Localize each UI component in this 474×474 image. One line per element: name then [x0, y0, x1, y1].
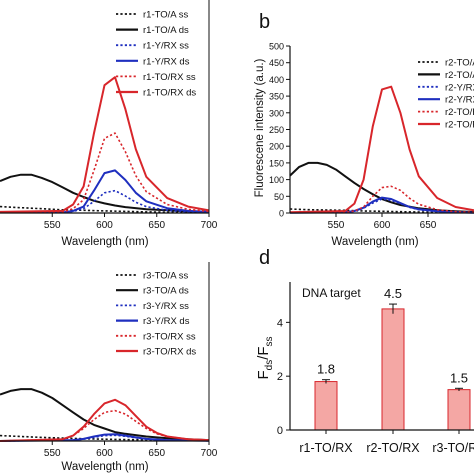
panel-b-legend-label: r2-TO/R — [445, 107, 474, 118]
panel-a-series-line-5 — [0, 132, 210, 214]
panel-b-series-line-5 — [289, 185, 474, 214]
panel-a-legend-label: r1-TO/A ds — [143, 25, 189, 36]
panel-a-x-tick-label: 600 — [96, 220, 113, 231]
panel-b-x-tick-label: 550 — [328, 220, 345, 231]
panel-d-annotation: DNA target — [302, 286, 361, 300]
panel-a-x-ticks: 550 600 650 700 — [44, 213, 218, 231]
panel-b-y-tick-label: 300 — [269, 108, 284, 118]
panel-b-x-tick-label: 650 — [420, 220, 437, 231]
panel-a-legend-label: r1-Y/RX ss — [143, 41, 189, 52]
panel-b-y-tick-label: 400 — [269, 75, 284, 85]
panel-d: d Fds/Fss DNA target 1.8 4.5 1.5 0 2 4 r1-TO… — [255, 247, 474, 455]
panel-c: 550 600 650 700 Wavelength (nm) r3-TO/A ssr… — [0, 262, 218, 473]
panel-a-legend-label: r1-TO/RX ss — [143, 72, 196, 83]
panel-d-bar — [314, 381, 338, 431]
panel-c-series-line-2 — [0, 388, 210, 442]
panel-b-y-tick-label: 350 — [269, 92, 284, 102]
panel-a-x-tick-label: 650 — [148, 220, 165, 231]
panel-b-series-line-4 — [289, 196, 474, 214]
panel-b-x-ticks: 550 600 650 — [328, 213, 437, 231]
panel-b-y-ticks: 0 50 100 150 200 250 300 350 400 450 500 — [269, 42, 290, 219]
panel-c-x-tick-label: 650 — [148, 448, 165, 459]
panel-b-x-axis-label: Wavelength (nm) — [331, 236, 418, 248]
panel-a-series — [0, 76, 210, 214]
panel-b-y-tick-label: 0 — [279, 209, 284, 219]
panel-c-series-line-4 — [0, 433, 210, 442]
panel-d-value-label: 1.8 — [317, 362, 335, 377]
panel-c-x-tick-label: 550 — [44, 448, 61, 459]
panel-a-series-line-3 — [0, 189, 210, 214]
panel-b-x-tick-label: 600 — [374, 220, 391, 231]
panel-a: 550 600 650 700 Wavelength (nm) r1-TO/A ssr… — [0, 0, 218, 248]
panel-b-series-line-6 — [289, 85, 474, 214]
panel-b-legend-label: r2-Y/RX — [445, 95, 474, 106]
panel-c-x-ticks: 550 600 650 700 — [44, 441, 218, 459]
panel-d-y-tick-label: 4 — [277, 317, 283, 329]
panel-d-value-label: 1.5 — [450, 370, 468, 385]
panel-d-y-ticks: 0 2 4 — [277, 317, 290, 437]
panel-a-x-axis-label: Wavelength (nm) — [61, 236, 148, 248]
panel-b-y-tick-label: 50 — [274, 192, 284, 202]
panel-d-category-label: r2-TO/RX — [366, 441, 420, 455]
panel-a-series-line-4 — [0, 169, 210, 214]
panel-c-series — [0, 388, 210, 442]
panel-c-legend-label: r3-TO/A ds — [143, 286, 189, 297]
panel-c-legend-label: r3-TO/RX ss — [143, 331, 196, 342]
panel-b-y-tick-label: 250 — [269, 125, 284, 135]
panel-d-category-label: r3-TO/RX — [432, 441, 474, 455]
panel-b-legend-label: r2-TO/R — [445, 120, 474, 131]
panel-d-value-label: 4.5 — [384, 286, 402, 301]
panel-b-y-tick-label: 500 — [269, 42, 284, 52]
panel-c-series-line-6 — [0, 398, 210, 442]
panel-a-legend: r1-TO/A ss r1-TO/A ds r1-Y/RX ss r1-Y/RX ds… — [116, 10, 196, 99]
panel-b-legend-label: r2-Y/RX — [445, 82, 474, 93]
panel-a-series-line-6 — [0, 76, 210, 213]
panel-b-y-tick-label: 150 — [269, 158, 284, 168]
panel-b-y-tick-label: 100 — [269, 175, 284, 185]
panel-d-bar — [381, 308, 405, 431]
panel-c-legend-label: r3-Y/RX ss — [143, 301, 189, 312]
panel-b-y-tick-label: 450 — [269, 58, 284, 68]
panel-a-series-line-2 — [0, 173, 210, 213]
panel-b-legend: r2-TO/A ssr2-TO/Ar2-Y/RXr2-Y/RXr2-TO/Rr2… — [418, 58, 474, 131]
panel-d-label: d — [259, 247, 270, 269]
panel-a-legend-label: r1-Y/RX ds — [143, 56, 190, 67]
panel-d-bar — [447, 389, 471, 431]
panel-b-series — [289, 85, 474, 214]
panel-c-legend: r3-TO/A ss r3-TO/A ds r3-Y/RX ss r3-Y/RX ds… — [116, 271, 196, 358]
panel-c-legend-label: r3-TO/A ss — [143, 271, 188, 282]
panel-d-y-axis-label: Fds/Fss — [255, 336, 275, 379]
panel-a-x-tick-label: 550 — [44, 220, 61, 231]
panel-c-x-axis-label: Wavelength (nm) — [61, 461, 148, 473]
panel-d-category-label: r1-TO/RX — [299, 441, 353, 455]
panel-b: b Fluorescene intensity (a.u.) 0 50 100 150… — [254, 11, 474, 248]
panel-a-legend-label: r1-TO/RX ds — [143, 88, 196, 99]
panel-b-legend-label: r2-TO/A ss — [445, 58, 474, 69]
panel-a-legend-label: r1-TO/A ss — [143, 10, 188, 21]
panel-a-x-tick-label: 700 — [201, 220, 218, 231]
panel-b-y-axis-label: Fluorescene intensity (a.u.) — [254, 58, 266, 197]
panel-d-category-labels: r1-TO/RX r2-TO/RX r3-TO/RX — [299, 430, 474, 455]
panel-b-label: b — [259, 11, 270, 33]
panel-d-bars: 1.8 4.5 1.5 — [314, 286, 471, 431]
panel-d-y-tick-label: 2 — [277, 371, 283, 383]
panel-c-legend-label: r3-Y/RX ds — [143, 316, 190, 327]
panel-b-legend-label: r2-TO/A — [445, 70, 474, 81]
panel-c-x-tick-label: 600 — [96, 448, 113, 459]
panel-c-x-tick-label: 700 — [201, 448, 218, 459]
panel-c-legend-label: r3-TO/RX ds — [143, 347, 196, 358]
panel-d-y-tick-label: 0 — [277, 425, 283, 437]
panel-b-y-tick-label: 200 — [269, 142, 284, 152]
